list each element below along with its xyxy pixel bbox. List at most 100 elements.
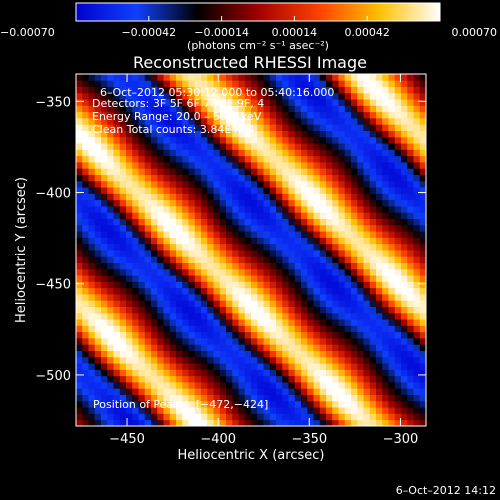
heatmap-cell (82, 162, 89, 169)
heatmap-cell (332, 212, 339, 219)
heatmap-cell (294, 300, 302, 307)
heatmap-cell (282, 281, 289, 289)
heatmap-cell (151, 174, 158, 182)
heatmap-cell (82, 212, 89, 219)
heatmap-cell (319, 419, 327, 426)
heatmap-cell (163, 419, 171, 426)
heatmap-cell (201, 400, 208, 408)
heatmap-cell (382, 199, 389, 207)
heatmap-cell (182, 350, 189, 358)
heatmap-cell (276, 243, 283, 251)
heatmap-cell (263, 382, 271, 389)
heatmap-cell (332, 136, 339, 144)
heatmap-cell (251, 136, 258, 144)
heatmap-cell (276, 287, 283, 295)
heatmap-cell (119, 338, 127, 345)
heatmap-cell (282, 105, 289, 113)
heatmap-cell (357, 306, 364, 314)
heatmap-cell (319, 356, 327, 364)
heatmap-cell (363, 124, 371, 131)
heatmap-cell (263, 118, 271, 125)
heatmap-cell (369, 111, 377, 119)
heatmap-cell (326, 350, 333, 358)
heatmap-cell (219, 105, 227, 113)
heatmap-cell (82, 325, 89, 333)
heatmap-cell (301, 407, 308, 414)
heatmap-cell (326, 338, 333, 345)
heatmap-cell (288, 363, 296, 370)
heatmap-cell (407, 218, 414, 226)
heatmap-cell (188, 168, 196, 175)
heatmap-cell (257, 74, 264, 81)
heatmap-cell (213, 325, 221, 333)
heatmap-cell (382, 86, 389, 94)
heatmap-cell (319, 99, 327, 106)
heatmap-cell (188, 130, 196, 138)
heatmap-cell (313, 250, 321, 257)
heatmap-cell (157, 268, 164, 276)
heatmap-cell (213, 80, 221, 87)
heatmap-cell (319, 300, 327, 307)
heatmap-cell (182, 99, 189, 106)
heatmap-cell (176, 174, 183, 182)
heatmap-cell (301, 369, 308, 377)
heatmap-cell (382, 99, 389, 106)
heatmap-cell (338, 136, 346, 144)
heatmap-cell (169, 268, 177, 276)
heatmap-cell (401, 306, 408, 314)
x-tick-label: −300 (383, 432, 419, 447)
heatmap-cell (82, 419, 89, 426)
heatmap-cell (394, 400, 402, 408)
heatmap-cell (294, 99, 302, 106)
heatmap-cell (157, 143, 164, 150)
heatmap-cell (388, 375, 396, 383)
heatmap-cell (138, 243, 146, 251)
heatmap-cell (294, 224, 302, 232)
heatmap-cell (388, 118, 396, 125)
heatmap-cell (413, 325, 421, 333)
heatmap-cell (376, 212, 383, 219)
heatmap-cell (407, 388, 414, 395)
heatmap-cell (76, 124, 83, 131)
heatmap-cell (307, 338, 314, 345)
y-tick-label: −350 (35, 95, 71, 110)
heatmap-cell (351, 419, 358, 426)
heatmap-cell (119, 124, 127, 131)
heatmap-cell (82, 199, 89, 207)
heatmap-cell (226, 199, 233, 207)
heatmap-cell (144, 243, 152, 251)
heatmap-cell (382, 268, 389, 276)
heatmap-cell (182, 338, 189, 345)
heatmap-cell (138, 136, 146, 144)
heatmap-cell (263, 306, 271, 314)
heatmap-cell (232, 256, 239, 263)
heatmap-cell (151, 243, 158, 251)
heatmap-cell (263, 130, 271, 138)
heatmap-cell (319, 74, 327, 81)
heatmap-cell (288, 212, 296, 219)
heatmap-cell (176, 118, 183, 125)
heatmap-cell (238, 344, 246, 351)
heatmap-cell (276, 400, 283, 408)
heatmap-cell (394, 344, 402, 351)
heatmap-cell (207, 212, 214, 219)
heatmap-cell (332, 149, 339, 157)
heatmap-cell (132, 300, 139, 307)
heatmap-cell (282, 74, 289, 81)
heatmap-cell (294, 105, 302, 113)
heatmap-cell (132, 407, 139, 414)
heatmap-cell (219, 218, 227, 226)
heatmap-cell (251, 74, 258, 81)
heatmap-cell (319, 224, 327, 232)
heatmap-cell (413, 243, 421, 251)
heatmap-cell (363, 344, 371, 351)
heatmap-cell (113, 162, 121, 169)
heatmap-cell (276, 388, 283, 395)
heatmap-cell (182, 162, 189, 169)
heatmap-cell (176, 306, 183, 314)
heatmap-cell (401, 149, 408, 157)
heatmap-cell (319, 331, 327, 339)
heatmap-cell (263, 300, 271, 307)
heatmap-cell (369, 237, 377, 245)
heatmap-cell (401, 262, 408, 270)
